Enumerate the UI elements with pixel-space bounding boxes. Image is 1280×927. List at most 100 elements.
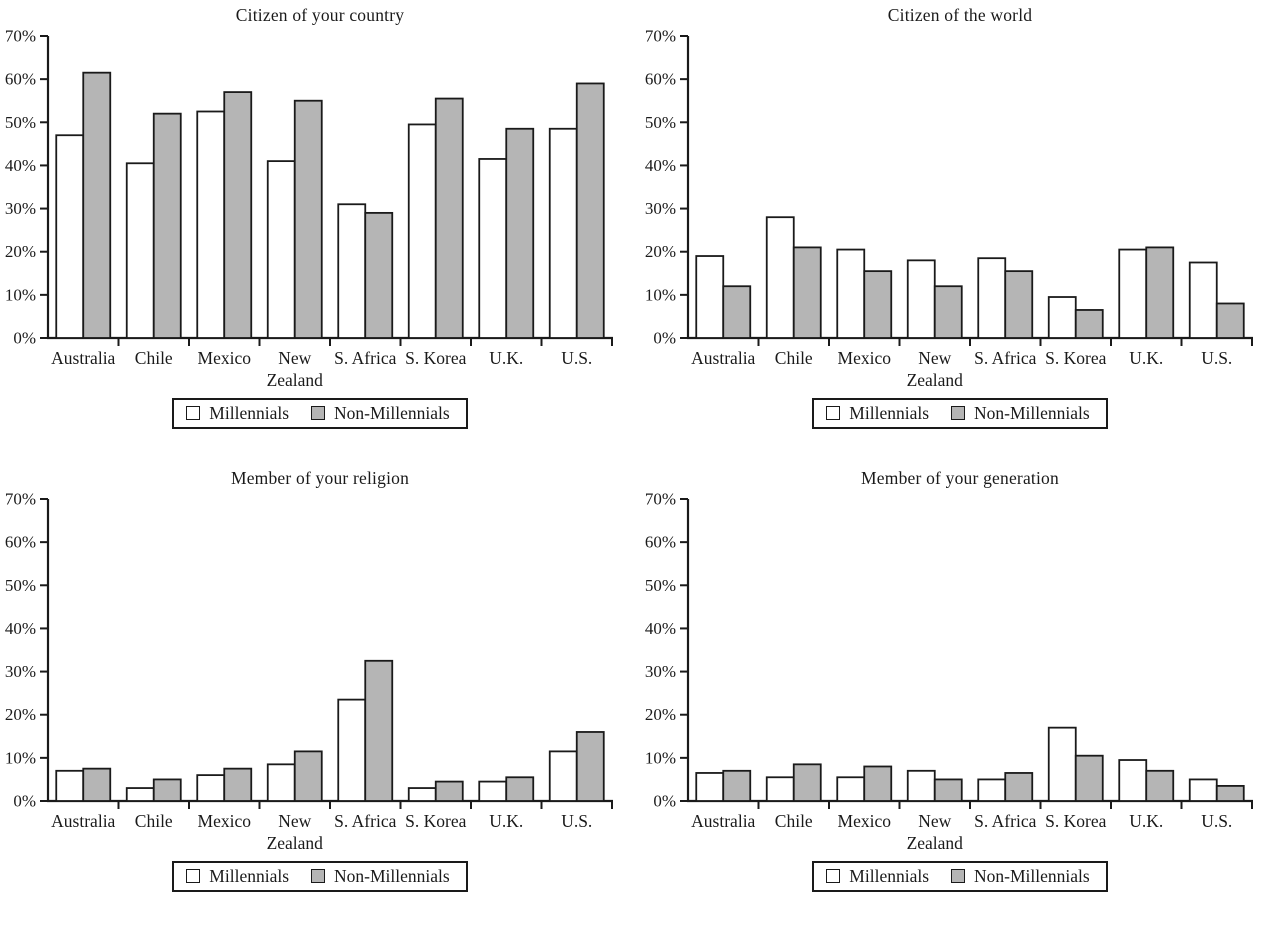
x-tick-label: Zealand (267, 370, 324, 390)
x-tick-label: U.K. (489, 348, 523, 368)
bar-millennials-u-s- (548, 127, 578, 339)
x-tick-label: S. Africa (334, 348, 396, 368)
x-tick-label: New (918, 811, 951, 831)
legend: Millennials Non-Millennials (172, 861, 468, 892)
bar-millennials-u-k- (478, 780, 508, 802)
y-tick-label: 0% (653, 792, 676, 811)
bar-millennials-mexico (836, 248, 866, 339)
y-tick-label: 10% (5, 748, 36, 767)
legend: Millennials Non-Millennials (172, 398, 468, 429)
bar-non-millennials-s-korea (1074, 309, 1104, 339)
bar-millennials-mexico (196, 110, 226, 339)
y-tick-label: 20% (5, 705, 36, 724)
x-tick-label: New (278, 348, 311, 368)
y-tick-label: 10% (645, 285, 676, 304)
x-tick-label: New (918, 348, 951, 368)
bar-non-millennials-s-africa (1004, 270, 1034, 339)
bar-non-millennials-australia (722, 769, 752, 802)
x-tick-label: New (278, 811, 311, 831)
bar-non-millennials-u-k- (505, 776, 535, 802)
y-tick-label: 50% (645, 576, 676, 595)
legend-item-millennials: Millennials (186, 403, 289, 423)
bar-millennials-chile (765, 216, 795, 339)
bar-non-millennials-mexico (863, 765, 893, 802)
bar-non-millennials-new-zealand (293, 750, 323, 802)
bar-millennials-chile (125, 787, 155, 802)
y-tick-label: 10% (645, 748, 676, 767)
y-tick-label: 0% (13, 329, 36, 348)
legend-item-non-millennials: Non-Millennials (311, 866, 450, 886)
y-tick-label: 40% (5, 156, 36, 175)
y-tick-label: 0% (13, 792, 36, 811)
y-tick-label: 60% (645, 70, 676, 89)
bar-non-millennials-chile (792, 763, 822, 802)
x-tick-label: S. Korea (1045, 811, 1106, 831)
y-tick-label: 70% (645, 490, 676, 509)
x-tick-label: U.S. (1201, 811, 1232, 831)
bar-non-millennials-mexico (223, 767, 253, 802)
bar-non-millennials-chile (792, 246, 822, 339)
chart-plot: 0% 10% 20% 30% 40% 50% 60% 70% Australia Chile Mex… (645, 490, 1253, 853)
y-tick-label: 20% (645, 242, 676, 261)
x-tick-label: Mexico (198, 811, 252, 831)
legend-label-non-millennials: Non-Millennials (974, 866, 1090, 886)
bar-non-millennials-u-k- (1145, 769, 1175, 802)
legend-label-millennials: Millennials (849, 403, 930, 423)
chart-title: Member of your religion (230, 468, 410, 488)
bar-millennials-s-africa (977, 257, 1007, 339)
legend-label-non-millennials: Non-Millennials (334, 866, 450, 886)
y-tick-label: 0% (653, 329, 676, 348)
y-tick-label: 40% (645, 156, 676, 175)
bar-non-millennials-new-zealand (933, 285, 963, 339)
x-tick-label: U.S. (561, 811, 592, 831)
bar-non-millennials-u-s- (575, 731, 605, 802)
non-millennials-swatch (951, 869, 966, 883)
chart-title: Citizen of the world (887, 5, 1033, 25)
legend-label-millennials: Millennials (209, 866, 290, 886)
x-tick-label: Chile (135, 348, 173, 368)
legend-label-non-millennials: Non-Millennials (974, 403, 1090, 423)
bar-millennials-u-s- (1188, 778, 1218, 802)
bar-non-millennials-new-zealand (933, 778, 963, 802)
y-tick-label: 50% (5, 576, 36, 595)
bar-non-millennials-s-korea (434, 97, 464, 339)
y-tick-label: 70% (645, 27, 676, 46)
legend-label-millennials: Millennials (209, 403, 290, 423)
x-tick-label: U.K. (1129, 811, 1163, 831)
non-millennials-swatch (311, 406, 326, 420)
x-tick-label: Chile (775, 348, 813, 368)
bar-millennials-australia (695, 772, 725, 802)
x-tick-label: Zealand (267, 833, 324, 853)
legend: Millennials Non-Millennials (812, 861, 1108, 892)
x-tick-label: S. Africa (974, 348, 1036, 368)
y-tick-label: 50% (645, 113, 676, 132)
y-tick-label: 30% (645, 199, 676, 218)
non-millennials-swatch (951, 406, 966, 420)
bar-millennials-s-africa (977, 778, 1007, 802)
y-tick-label: 10% (5, 285, 36, 304)
bar-millennials-australia (55, 769, 85, 802)
bar-non-millennials-u-s- (1215, 784, 1245, 802)
y-tick-label: 70% (5, 27, 36, 46)
chart-citizen-of-the-world: Citizen of the world 0% 10% 20% 30% 40% 50% 60… (640, 0, 1280, 463)
bar-millennials-s-africa (337, 698, 367, 802)
x-tick-label: S. Korea (405, 811, 466, 831)
x-tick-label: Mexico (198, 348, 252, 368)
bar-millennials-u-s- (1188, 261, 1218, 339)
bar-non-millennials-chile (152, 112, 182, 339)
y-tick-label: 60% (5, 533, 36, 552)
x-tick-label: U.S. (1201, 348, 1232, 368)
bar-non-millennials-s-africa (364, 659, 394, 802)
bar-non-millennials-new-zealand (293, 99, 323, 339)
y-tick-label: 20% (645, 705, 676, 724)
legend-item-millennials: Millennials (826, 866, 929, 886)
bar-non-millennials-u-k- (1145, 246, 1175, 339)
bar-non-millennials-s-africa (1004, 772, 1034, 802)
legend-label-non-millennials: Non-Millennials (334, 403, 450, 423)
bar-millennials-australia (695, 255, 725, 339)
chart-plot: 0% 10% 20% 30% 40% 50% 60% 70% Australia Chile Mex… (5, 490, 613, 853)
x-tick-label: S. Korea (405, 348, 466, 368)
chart-plot: 0% 10% 20% 30% 40% 50% 60% 70% Australia Chile Mex… (645, 27, 1253, 390)
legend-item-millennials: Millennials (826, 403, 929, 423)
